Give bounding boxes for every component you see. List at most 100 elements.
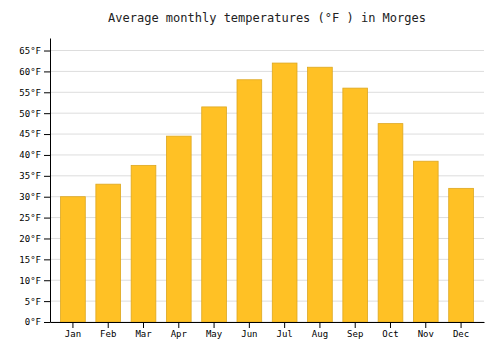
y-tick: 65°F <box>19 46 50 56</box>
x-tick: Oct <box>382 322 398 339</box>
tick-label: Feb <box>100 329 116 339</box>
y-tick: 35°F <box>19 171 50 181</box>
tick-mark <box>44 51 50 52</box>
tick-label: Mar <box>135 329 152 339</box>
tick-mark <box>44 113 50 114</box>
tick-mark <box>44 218 50 219</box>
tick-mark <box>143 322 144 328</box>
grid-line <box>50 71 484 72</box>
tick-label: Apr <box>171 329 188 339</box>
axis-line <box>50 39 51 323</box>
bar <box>449 188 474 322</box>
y-tick: 25°F <box>19 213 50 223</box>
y-tick: 45°F <box>19 129 50 139</box>
axis-line <box>51 322 485 323</box>
x-tick: Apr <box>171 322 188 339</box>
bar <box>413 161 438 322</box>
tick-mark <box>44 259 50 260</box>
x-tick: Jul <box>277 322 293 339</box>
tick-mark <box>319 322 320 328</box>
bar <box>272 63 297 322</box>
y-tick: 40°F <box>19 150 50 160</box>
x-tick: Nov <box>418 322 434 339</box>
tick-label: 60°F <box>19 67 41 77</box>
bar <box>61 197 86 322</box>
x-tick: Dec <box>453 322 469 339</box>
tick-mark <box>284 322 285 328</box>
tick-label: 50°F <box>19 109 41 119</box>
y-tick: 10°F <box>19 276 50 286</box>
grid-line <box>50 134 484 135</box>
chart-container: 0°F 5°F 10°F 15°F 20°F 25°F 30°F 35°F 40°F 45°F 50… <box>0 0 500 350</box>
tick-label: 10°F <box>19 276 41 286</box>
x-tick: Jun <box>241 322 257 339</box>
y-tick: 60°F <box>19 67 50 77</box>
bar <box>166 136 191 322</box>
tick-label: Jun <box>241 329 257 339</box>
tick-mark <box>461 322 462 328</box>
tick-label: Sep <box>347 329 363 339</box>
tick-label: Jan <box>65 329 81 339</box>
grid-line <box>50 154 484 155</box>
tick-label: 20°F <box>19 234 41 244</box>
tick-mark <box>44 322 50 323</box>
tick-mark <box>108 322 109 328</box>
tick-label: 5°F <box>25 296 41 306</box>
bar <box>343 88 368 322</box>
tick-mark <box>390 322 391 328</box>
tick-label: 65°F <box>19 46 41 56</box>
grid <box>50 51 484 322</box>
tick-mark <box>44 238 50 239</box>
tick-label: Jul <box>277 329 293 339</box>
y-tick: 20°F <box>19 234 50 244</box>
x-tick: Mar <box>135 322 152 339</box>
y-tick: 55°F <box>19 88 50 98</box>
tick-mark <box>214 322 215 328</box>
tick-mark <box>44 155 50 156</box>
tick-label: 35°F <box>19 171 41 181</box>
tick-mark <box>44 301 50 302</box>
bar <box>308 67 333 322</box>
tick-mark <box>425 322 426 328</box>
y-tick: 0°F <box>25 317 50 327</box>
y-tick: 5°F <box>25 296 50 306</box>
tick-mark <box>44 197 50 198</box>
x-tick: Jan <box>65 322 81 339</box>
tick-label: 45°F <box>19 129 41 139</box>
tick-label: Dec <box>453 329 469 339</box>
bar <box>96 184 121 322</box>
tick-label: 25°F <box>19 213 41 223</box>
tick-label: Oct <box>382 329 398 339</box>
bar <box>202 107 227 322</box>
tick-label: 30°F <box>19 192 41 202</box>
y-tick: 50°F <box>19 109 50 119</box>
tick-mark <box>44 71 50 72</box>
tick-label: 15°F <box>19 255 41 265</box>
bars <box>61 63 474 322</box>
x-tick: Feb <box>100 322 116 339</box>
x-tick: Aug <box>312 322 328 339</box>
grid-line <box>50 113 484 114</box>
bar <box>237 80 262 322</box>
tick-mark <box>44 176 50 177</box>
grid-line <box>50 50 484 51</box>
tick-label: May <box>206 329 223 339</box>
tick-mark <box>249 322 250 328</box>
tick-mark <box>44 92 50 93</box>
x-tick: May <box>206 322 223 339</box>
tick-label: 40°F <box>19 150 41 160</box>
x-tick: Sep <box>347 322 363 339</box>
tick-mark <box>178 322 179 328</box>
y-axis: 0°F 5°F 10°F 15°F 20°F 25°F 30°F 35°F 40°F 45°F 50… <box>19 39 50 328</box>
tick-mark <box>44 134 50 135</box>
y-tick: 30°F <box>19 192 50 202</box>
tick-label: Aug <box>312 329 328 339</box>
chart: 0°F 5°F 10°F 15°F 20°F 25°F 30°F 35°F 40°F 45°F 50… <box>0 0 500 350</box>
grid-line <box>50 92 484 93</box>
bar <box>131 165 156 322</box>
tick-label: 55°F <box>19 88 41 98</box>
title: Average monthly temperatures (°F ) in Mo… <box>108 11 426 25</box>
x-axis: Jan Feb Mar Apr May Jun Jul Aug Sep Oct Nov Dec <box>51 322 485 339</box>
tick-mark <box>72 322 73 328</box>
bar <box>378 124 403 322</box>
